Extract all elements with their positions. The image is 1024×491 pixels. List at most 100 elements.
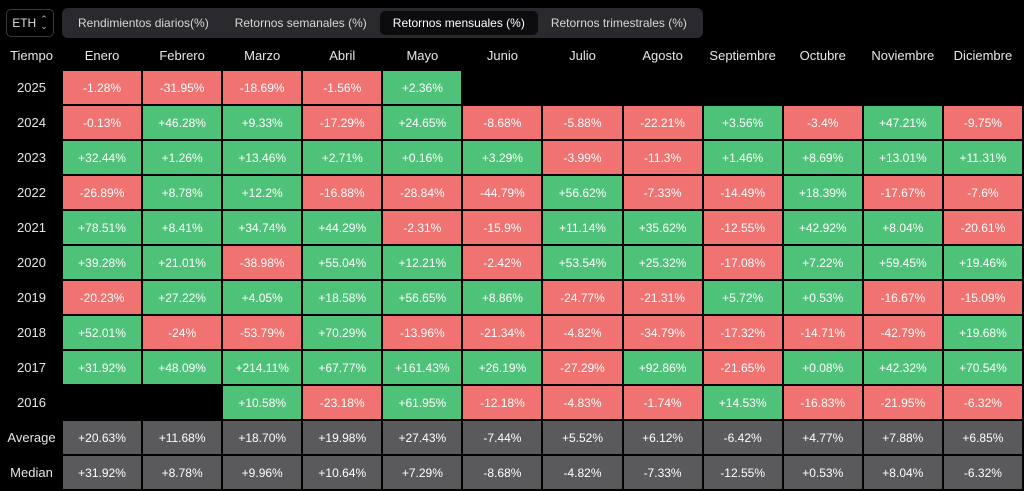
return-cell: -7.6% bbox=[943, 176, 1022, 209]
return-cell: +0.08% bbox=[783, 351, 862, 384]
return-cell: -42.79% bbox=[863, 316, 942, 349]
tab-quarterly[interactable]: Retornos trimestrales (%) bbox=[550, 16, 687, 30]
return-cell: -26.89% bbox=[63, 176, 142, 209]
empty-cell bbox=[143, 386, 222, 419]
return-cell: -5.88% bbox=[543, 106, 622, 139]
return-cell: +12.21% bbox=[383, 246, 462, 279]
return-cell: +24.65% bbox=[383, 106, 462, 139]
return-cell: +8.04% bbox=[863, 456, 942, 489]
return-cell: +42.32% bbox=[863, 351, 942, 384]
return-cell: -31.95% bbox=[143, 71, 222, 104]
return-cell: -8.68% bbox=[463, 456, 542, 489]
tab-weekly[interactable]: Retornos semanales (%) bbox=[234, 16, 367, 30]
return-cell: +8.78% bbox=[143, 176, 222, 209]
return-cell: +61.95% bbox=[383, 386, 462, 419]
year-row: 2016 +10.58% -23.18% +61.95% -12.18% -4.83% -1… bbox=[2, 386, 1022, 419]
month-header: Febrero bbox=[159, 48, 205, 63]
return-cell: +35.62% bbox=[623, 211, 702, 244]
return-cell: -6.42% bbox=[703, 421, 782, 454]
empty-cell bbox=[623, 71, 702, 104]
return-cell: -16.83% bbox=[783, 386, 862, 419]
tab-monthly[interactable]: Retornos mensuales (%) bbox=[379, 11, 538, 35]
return-cell: -7.33% bbox=[623, 456, 702, 489]
table-body: 2025 -1.28% -31.95% -18.69% -1.56% +2.36% 2024… bbox=[2, 71, 1022, 489]
return-cell: -34.79% bbox=[623, 316, 702, 349]
asset-selector[interactable]: ETH ⌃ ⌄ bbox=[6, 9, 54, 37]
return-cell: +10.58% bbox=[223, 386, 302, 419]
return-cell: +8.41% bbox=[143, 211, 222, 244]
year-row: 2021 +78.51% +8.41% +34.74% +44.29% -2.31% -15… bbox=[2, 211, 1022, 244]
table-header-row: Tiempo Enero Febrero Marzo Abril Mayo Junio Jul… bbox=[2, 42, 1022, 69]
return-cell: +70.29% bbox=[303, 316, 382, 349]
return-cell: -1.74% bbox=[623, 386, 702, 419]
return-cell: +78.51% bbox=[63, 211, 142, 244]
return-cell: -11.3% bbox=[623, 141, 702, 174]
return-cell: +44.29% bbox=[303, 211, 382, 244]
return-cell: +32.44% bbox=[63, 141, 142, 174]
return-cell: +70.54% bbox=[943, 351, 1022, 384]
year-row: 2017 +31.92% +48.09% +214.11% +67.77% +161.43… bbox=[2, 351, 1022, 384]
return-cell: +7.88% bbox=[863, 421, 942, 454]
return-cell: -12.55% bbox=[703, 211, 782, 244]
return-cell: +14.53% bbox=[703, 386, 782, 419]
return-cell: +25.32% bbox=[623, 246, 702, 279]
return-cell: +59.45% bbox=[863, 246, 942, 279]
tab-daily[interactable]: Rendimientos diarios(%) bbox=[78, 16, 209, 30]
year-row: 2020 +39.28% +21.01% -38.98% +55.04% +12.21% -… bbox=[2, 246, 1022, 279]
return-cell: -18.69% bbox=[223, 71, 302, 104]
return-cell: +13.46% bbox=[223, 141, 302, 174]
return-cell: +27.22% bbox=[143, 281, 222, 314]
month-header: Marzo bbox=[244, 48, 281, 63]
month-header: Agosto bbox=[642, 48, 683, 63]
return-cell: -17.67% bbox=[863, 176, 942, 209]
return-cell: +8.69% bbox=[783, 141, 862, 174]
return-cell: +47.21% bbox=[863, 106, 942, 139]
year-row: 2019 -20.23% +27.22% +4.05% +18.58% +56.65% +8… bbox=[2, 281, 1022, 314]
return-cell: +18.70% bbox=[223, 421, 302, 454]
row-label: 2021 bbox=[17, 220, 46, 235]
monthly-returns-table: Tiempo Enero Febrero Marzo Abril Mayo Junio Jul… bbox=[0, 40, 1024, 491]
year-row: 2025 -1.28% -31.95% -18.69% -1.56% +2.36% bbox=[2, 71, 1022, 104]
return-cell: -24% bbox=[143, 316, 222, 349]
return-cell: -12.18% bbox=[463, 386, 542, 419]
asset-selector-value: ETH bbox=[12, 16, 37, 30]
return-cell: +48.09% bbox=[143, 351, 222, 384]
row-label: 2025 bbox=[17, 80, 46, 95]
return-cell: +6.85% bbox=[943, 421, 1022, 454]
return-cell: -1.56% bbox=[303, 71, 382, 104]
return-cell: -17.29% bbox=[303, 106, 382, 139]
return-cell: -12.55% bbox=[703, 456, 782, 489]
return-cell: +9.33% bbox=[223, 106, 302, 139]
return-cell: +0.53% bbox=[783, 456, 862, 489]
return-cell: +5.72% bbox=[703, 281, 782, 314]
row-label: 2023 bbox=[17, 150, 46, 165]
return-cell: +2.36% bbox=[383, 71, 462, 104]
return-cell: +11.14% bbox=[543, 211, 622, 244]
row-label: 2024 bbox=[17, 115, 46, 130]
return-cell: +26.19% bbox=[463, 351, 542, 384]
return-cell: +4.05% bbox=[223, 281, 302, 314]
return-cell: -3.4% bbox=[783, 106, 862, 139]
return-cell: -16.88% bbox=[303, 176, 382, 209]
return-cell: -15.09% bbox=[943, 281, 1022, 314]
month-header: Septiembre bbox=[709, 48, 776, 63]
return-cell: -4.82% bbox=[543, 456, 622, 489]
return-cell: +18.58% bbox=[303, 281, 382, 314]
return-cell: +11.68% bbox=[143, 421, 222, 454]
empty-cell bbox=[863, 71, 942, 104]
return-cell: +34.74% bbox=[223, 211, 302, 244]
empty-cell bbox=[943, 71, 1022, 104]
month-header: Octubre bbox=[799, 48, 846, 63]
return-cell: -23.18% bbox=[303, 386, 382, 419]
return-cell: +1.46% bbox=[703, 141, 782, 174]
return-cell: +3.29% bbox=[463, 141, 542, 174]
empty-cell bbox=[63, 386, 142, 419]
return-cell: +20.63% bbox=[63, 421, 142, 454]
return-cell: +52.01% bbox=[63, 316, 142, 349]
return-cell: +39.28% bbox=[63, 246, 142, 279]
return-cell: -3.99% bbox=[543, 141, 622, 174]
return-cell: +161.43% bbox=[383, 351, 462, 384]
corner-header: Tiempo bbox=[10, 48, 53, 63]
return-cell: +11.31% bbox=[943, 141, 1022, 174]
return-cell: -14.49% bbox=[703, 176, 782, 209]
